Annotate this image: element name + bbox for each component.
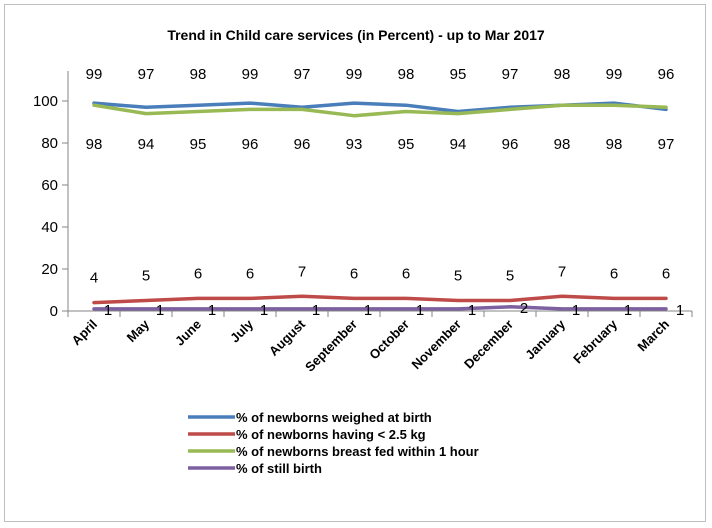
data-label: 6: [662, 265, 670, 282]
data-label: 98: [554, 136, 571, 153]
data-label: 94: [138, 136, 155, 153]
x-tick-label: March: [634, 316, 672, 354]
series-line-2: [92, 294, 668, 305]
data-label: 93: [346, 136, 363, 153]
data-label: 96: [294, 136, 311, 153]
x-tick-label: May: [124, 316, 153, 345]
data-label: 97: [502, 66, 519, 83]
data-label: 98: [606, 136, 623, 153]
data-label: 4: [90, 270, 98, 287]
data-label: 97: [294, 66, 311, 83]
data-label: 1: [572, 302, 580, 319]
data-label: 6: [246, 265, 254, 282]
data-label: 1: [416, 302, 424, 319]
data-labels: 99 97 98 99 97 99 98 95 97 98 99 96 4 5 6 6 7 6 6 5 5 7 6 6 98 94…: [86, 66, 685, 319]
data-label: 1: [208, 302, 216, 319]
data-label: 5: [506, 268, 514, 285]
data-label: 6: [194, 265, 202, 282]
data-label: 99: [86, 66, 103, 83]
x-tick-label: July: [227, 316, 257, 346]
chart-legend: % of newborns weighed at birth % of newbo…: [188, 410, 479, 476]
chart-svg: Trend in Child care services (in Percent…: [33, 27, 693, 476]
y-tick-label: 40: [41, 219, 58, 236]
data-label: 94: [450, 136, 467, 153]
x-tick-label: September: [302, 317, 360, 375]
x-tick-label: October: [366, 317, 412, 363]
data-label: 97: [658, 136, 675, 153]
data-label: 1: [156, 302, 164, 319]
data-label: 96: [242, 136, 259, 153]
data-label: 2: [520, 300, 528, 317]
data-label: 6: [610, 265, 618, 282]
data-label: 98: [554, 66, 571, 83]
x-tick-label: June: [172, 317, 204, 349]
y-tick-label: 100: [33, 93, 58, 110]
data-label: 99: [242, 66, 259, 83]
data-label: 1: [624, 302, 632, 319]
data-label: 96: [658, 66, 675, 83]
series-lines: [92, 101, 668, 311]
x-tick-label: April: [69, 317, 101, 349]
x-tick-label: August: [266, 316, 309, 359]
data-label: 97: [138, 66, 155, 83]
data-label: 98: [398, 66, 415, 83]
series-line-4: [92, 305, 668, 311]
data-label: 6: [402, 265, 410, 282]
data-label: 96: [502, 136, 519, 153]
data-label: 5: [454, 268, 462, 285]
data-label: 98: [190, 66, 207, 83]
data-label: 5: [142, 268, 150, 285]
data-label: 7: [298, 263, 306, 280]
chart-title: Trend in Child care services (in Percent…: [167, 27, 545, 43]
x-tick-label: December: [461, 317, 516, 372]
data-label: 99: [346, 66, 363, 83]
legend-label-3: % of newborns breast fed within 1 hour: [236, 444, 479, 459]
data-label: 95: [190, 136, 207, 153]
y-tick-label: 20: [41, 261, 58, 278]
data-label: 1: [468, 302, 476, 319]
legend-label-4: % of still birth: [236, 461, 322, 476]
y-tick-label: 0: [50, 303, 58, 320]
data-label: 1: [104, 302, 112, 319]
series-line-3: [92, 103, 668, 118]
data-label: 95: [398, 136, 415, 153]
data-label: 7: [558, 263, 566, 280]
data-label: 98: [86, 136, 103, 153]
data-label: 95: [450, 66, 467, 83]
legend-label-1: % of newborns weighed at birth: [236, 410, 432, 425]
data-label: 1: [364, 302, 372, 319]
data-label: 6: [350, 265, 358, 282]
x-tick-label: February: [570, 316, 620, 366]
x-tick-label: November: [409, 317, 465, 373]
y-tick-label: 60: [41, 177, 58, 194]
data-label: 1: [676, 302, 684, 319]
data-label: 99: [606, 66, 623, 83]
x-tick-label: January: [522, 316, 568, 362]
chart-frame: Trend in Child care services (in Percent…: [4, 4, 706, 522]
y-tick-label: 80: [41, 135, 58, 152]
data-label: 1: [260, 302, 268, 319]
data-label: 1: [312, 302, 320, 319]
legend-label-2: % of newborns having < 2.5 kg: [236, 427, 426, 442]
